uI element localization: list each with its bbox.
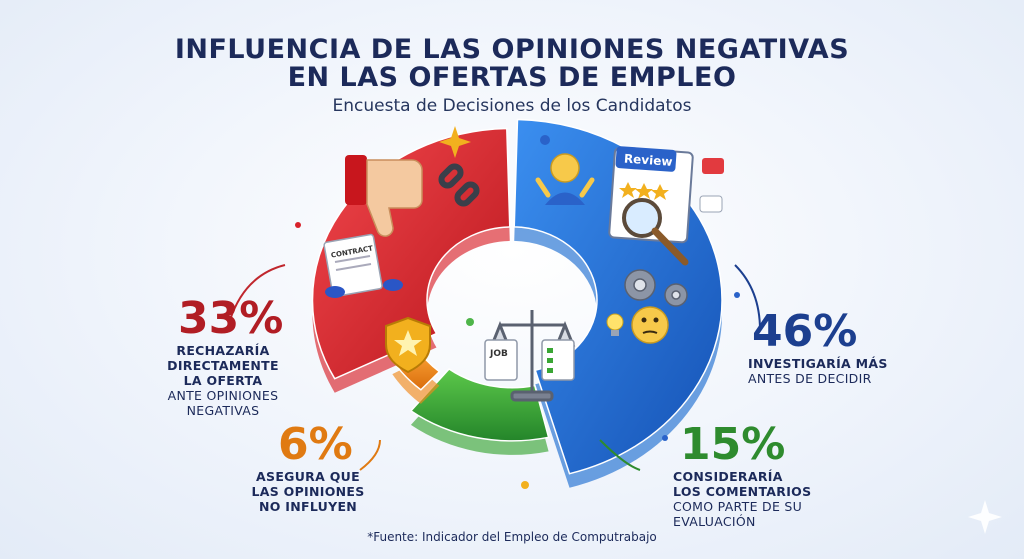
- chat-bubble-icon: [699, 158, 724, 213]
- gears-icon: [624, 269, 688, 307]
- label-orange-line3: NO INFLUYEN: [258, 499, 358, 514]
- chart-subtitle: Encuesta de Decisiones de los Candidatos: [332, 96, 692, 116]
- sparkle-decor: [968, 500, 1002, 534]
- connector-green: [599, 439, 641, 471]
- label-red-line1: RECHAZARÍA: [176, 343, 270, 358]
- thinking-face-icon: [631, 306, 669, 344]
- label-red-line2: DIRECTAMENTE: [167, 358, 279, 373]
- label-green-line2: LOS COMENTARIOS: [673, 484, 812, 499]
- label-blue-line2: ANTES DE DECIDIR: [748, 371, 872, 386]
- chart-title-line1: INFLUENCIA DE LAS OPINIONES NEGATIVAS: [174, 34, 850, 65]
- pct-blue: 46%: [752, 306, 858, 357]
- person-shrug-icon: [535, 153, 595, 205]
- label-red-line4: ANTE OPINIONES: [167, 388, 279, 403]
- label-orange: ASEGURA QUE LAS OPINIONES NO INFLUYEN: [238, 469, 378, 514]
- connector-red: [229, 264, 286, 321]
- decor-dots: [295, 135, 740, 489]
- label-red-line3: LA OFERTA: [183, 373, 263, 388]
- source-note: *Fuente: Indicador del Empleo de Computr…: [367, 530, 657, 544]
- broken-link-icon: [438, 163, 480, 207]
- job-doc-label: JOB: [489, 349, 508, 359]
- connector-blue: [734, 264, 761, 331]
- lightbulb-icon: [606, 313, 624, 336]
- review-badge-label: Review: [623, 151, 672, 168]
- label-green: CONSIDERARÍA LOS COMENTARIOS COMO PARTE …: [673, 469, 833, 529]
- thumbs-down-icon: [345, 155, 423, 237]
- slice-green: [409, 368, 550, 442]
- label-green-line1: CONSIDERARÍA: [673, 469, 783, 484]
- label-red: RECHAZARÍA DIRECTAMENTE LA OFERTA ANTE O…: [148, 343, 298, 418]
- chart-title-line2: EN LAS OFERTAS DE EMPLEO: [287, 62, 737, 93]
- label-red-line5: NEGATIVAS: [186, 403, 260, 418]
- job-doc-icon: JOB: [484, 339, 575, 381]
- label-orange-line2: LAS OPINIONES: [251, 484, 365, 499]
- label-orange-line1: ASEGURA QUE: [256, 469, 360, 484]
- label-green-line4: EVALUACIÓN: [673, 514, 756, 529]
- label-blue: INVESTIGARÍA MÁS ANTES DE DECIDIR: [748, 356, 908, 386]
- sparkle-icon: [439, 126, 471, 158]
- pct-orange: 6%: [278, 419, 353, 470]
- label-blue-line1: INVESTIGARÍA MÁS: [748, 356, 888, 371]
- label-green-line3: COMO PARTE DE SU: [673, 499, 803, 514]
- pct-green: 15%: [680, 419, 786, 470]
- connector-orange: [359, 439, 381, 471]
- shield-star-icon: [385, 316, 431, 374]
- review-icon: Review: [608, 146, 694, 266]
- contract-icon: CONTRACT: [323, 233, 403, 298]
- pct-red: 33%: [178, 293, 284, 344]
